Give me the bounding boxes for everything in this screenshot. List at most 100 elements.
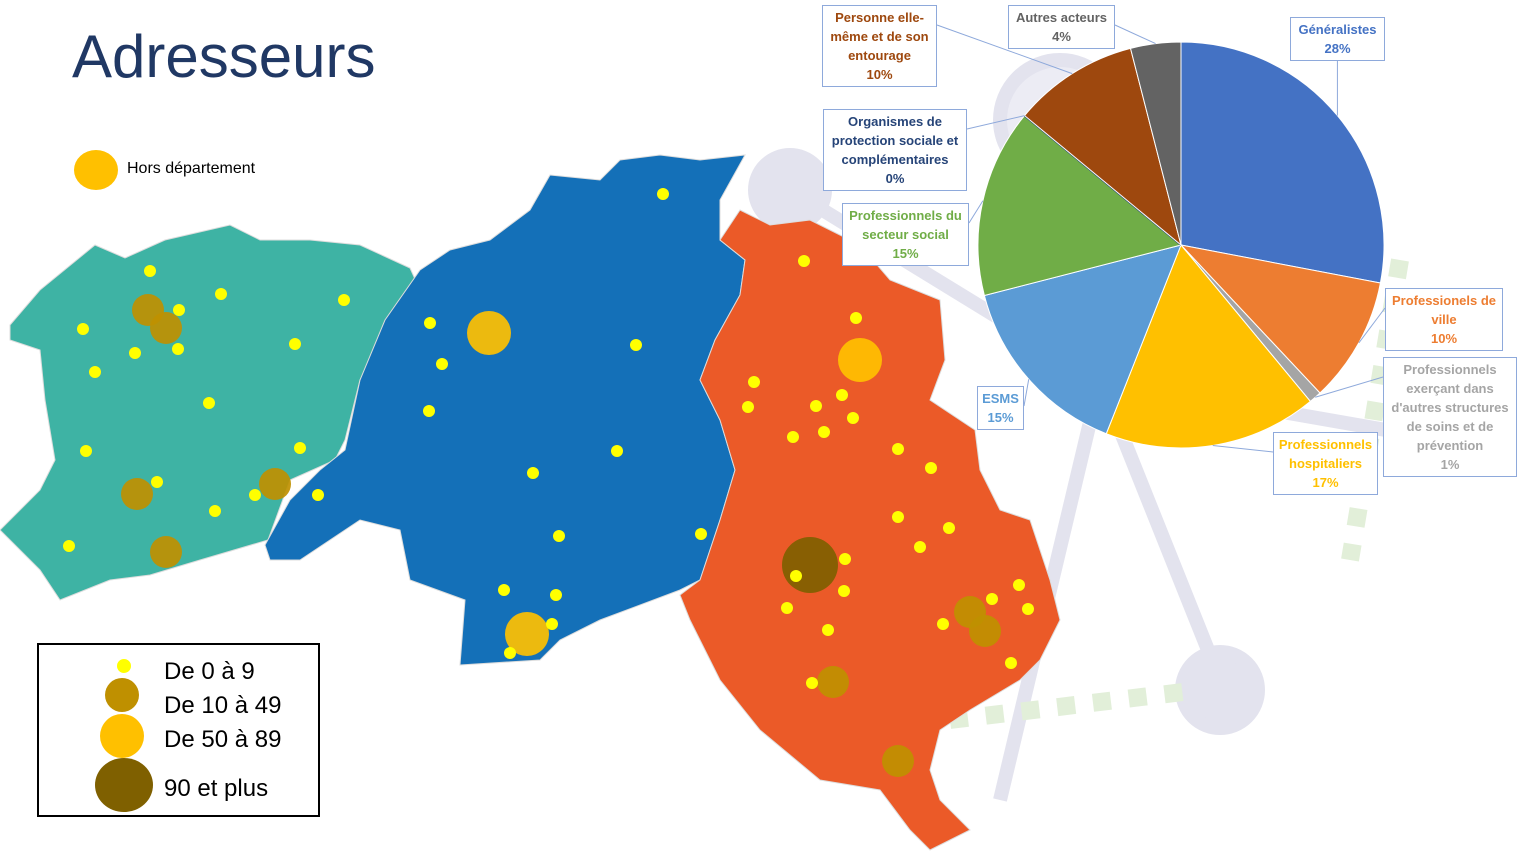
map-marker [986, 593, 998, 605]
label-name: Professionnels du secteur social [849, 208, 962, 242]
map-marker [172, 343, 184, 355]
map-marker [312, 489, 324, 501]
label-value: 15% [987, 410, 1014, 425]
leader-line [1212, 445, 1274, 453]
map-marker [121, 478, 153, 510]
map-marker [748, 376, 760, 388]
legend-symbol [105, 678, 139, 712]
map-marker [498, 584, 510, 596]
pie-slice [983, 244, 1182, 435]
map-marker [289, 338, 301, 350]
leader-line [966, 115, 1025, 130]
map-marker [806, 677, 818, 689]
map-marker [423, 405, 435, 417]
data-label: Organismes de protection sociale et comp… [823, 109, 967, 191]
map-marker [249, 489, 261, 501]
legend-label: De 10 à 49 [164, 692, 282, 719]
data-label: Généralistes 28% [1290, 17, 1385, 61]
label-value: 15% [892, 246, 919, 261]
map-marker [781, 602, 793, 614]
pie-slice [1180, 41, 1385, 284]
map-marker [611, 445, 623, 457]
title: Adresseurs [72, 23, 376, 90]
data-label: Personne elle-même et de son entourage 10… [822, 5, 937, 87]
map-marker [424, 317, 436, 329]
map-marker [836, 389, 848, 401]
label-value: 28% [1324, 41, 1351, 56]
map-marker [790, 570, 802, 582]
map-marker [969, 615, 1001, 647]
label-value: 17% [1312, 475, 1339, 490]
map-marker [943, 522, 955, 534]
map-marker [553, 530, 565, 542]
map-marker [209, 505, 221, 517]
label-name: Professionnels hospitaliers [1278, 437, 1373, 471]
map-marker [817, 666, 849, 698]
leader-line [936, 24, 1073, 75]
leader-line [1114, 24, 1156, 45]
label-value: 0% [885, 171, 905, 186]
pie [936, 24, 1386, 453]
map-marker [695, 528, 707, 540]
legend-symbol [117, 659, 131, 673]
leader-line [1315, 376, 1384, 398]
map-marker [338, 294, 350, 306]
map-marker [818, 426, 830, 438]
map-marker [787, 431, 799, 443]
map-marker [215, 288, 227, 300]
map-marker [892, 511, 904, 523]
label-name: Organismes de protection sociale et comp… [831, 114, 959, 167]
label-name: Autres acteurs [1015, 10, 1108, 25]
data-label: Professionnels exerçant dans d'autres st… [1383, 357, 1517, 477]
label-name: Généralistes [1298, 22, 1377, 37]
label-name: Professionnels exerçant dans d'autres st… [1391, 362, 1509, 453]
pie-slice [1023, 47, 1182, 247]
pie-slice [1105, 244, 1312, 449]
map-marker [1005, 657, 1017, 669]
map-marker [838, 338, 882, 382]
map-marker [129, 347, 141, 359]
map-marker [150, 312, 182, 344]
data-label: Autres acteurs 4% [1008, 5, 1115, 49]
map-marker [810, 400, 822, 412]
map-marker [259, 468, 291, 500]
map-marker [798, 255, 810, 267]
map [0, 154, 1061, 851]
map-marker [882, 745, 914, 777]
data-label: ESMS 15% [977, 386, 1024, 430]
map-marker [839, 553, 851, 565]
legend-symbol [100, 714, 144, 758]
map-marker [937, 618, 949, 630]
legend-box [37, 643, 320, 817]
map-marker [504, 647, 516, 659]
map-marker [847, 412, 859, 424]
map-marker [550, 589, 562, 601]
leader-line [968, 200, 984, 224]
region [679, 209, 1061, 851]
map-marker [80, 445, 92, 457]
label-value: 1% [1440, 457, 1460, 472]
label-value: 10% [1430, 331, 1458, 346]
map-marker [150, 536, 182, 568]
map-marker [527, 467, 539, 479]
map-marker [173, 304, 185, 316]
leader-line [1023, 379, 1030, 407]
map-marker [546, 618, 558, 630]
label-name: Professionels de ville [1391, 293, 1497, 327]
label-name: ESMS [982, 391, 1019, 406]
map-marker [1013, 579, 1025, 591]
map-marker [630, 339, 642, 351]
map-marker [467, 311, 511, 355]
label-value: 10% [866, 67, 893, 82]
map-marker [63, 540, 75, 552]
legend-label: De 0 à 9 [164, 658, 255, 685]
map-marker [838, 585, 850, 597]
legend-symbol [74, 150, 118, 190]
legend-symbol [95, 758, 153, 812]
data-label: Professionels de ville 10% [1385, 288, 1503, 351]
pie-slice [1129, 41, 1182, 246]
map-marker [436, 358, 448, 370]
map-marker [505, 612, 549, 656]
legend-label: De 50 à 89 [164, 726, 282, 753]
map-marker [925, 462, 937, 474]
